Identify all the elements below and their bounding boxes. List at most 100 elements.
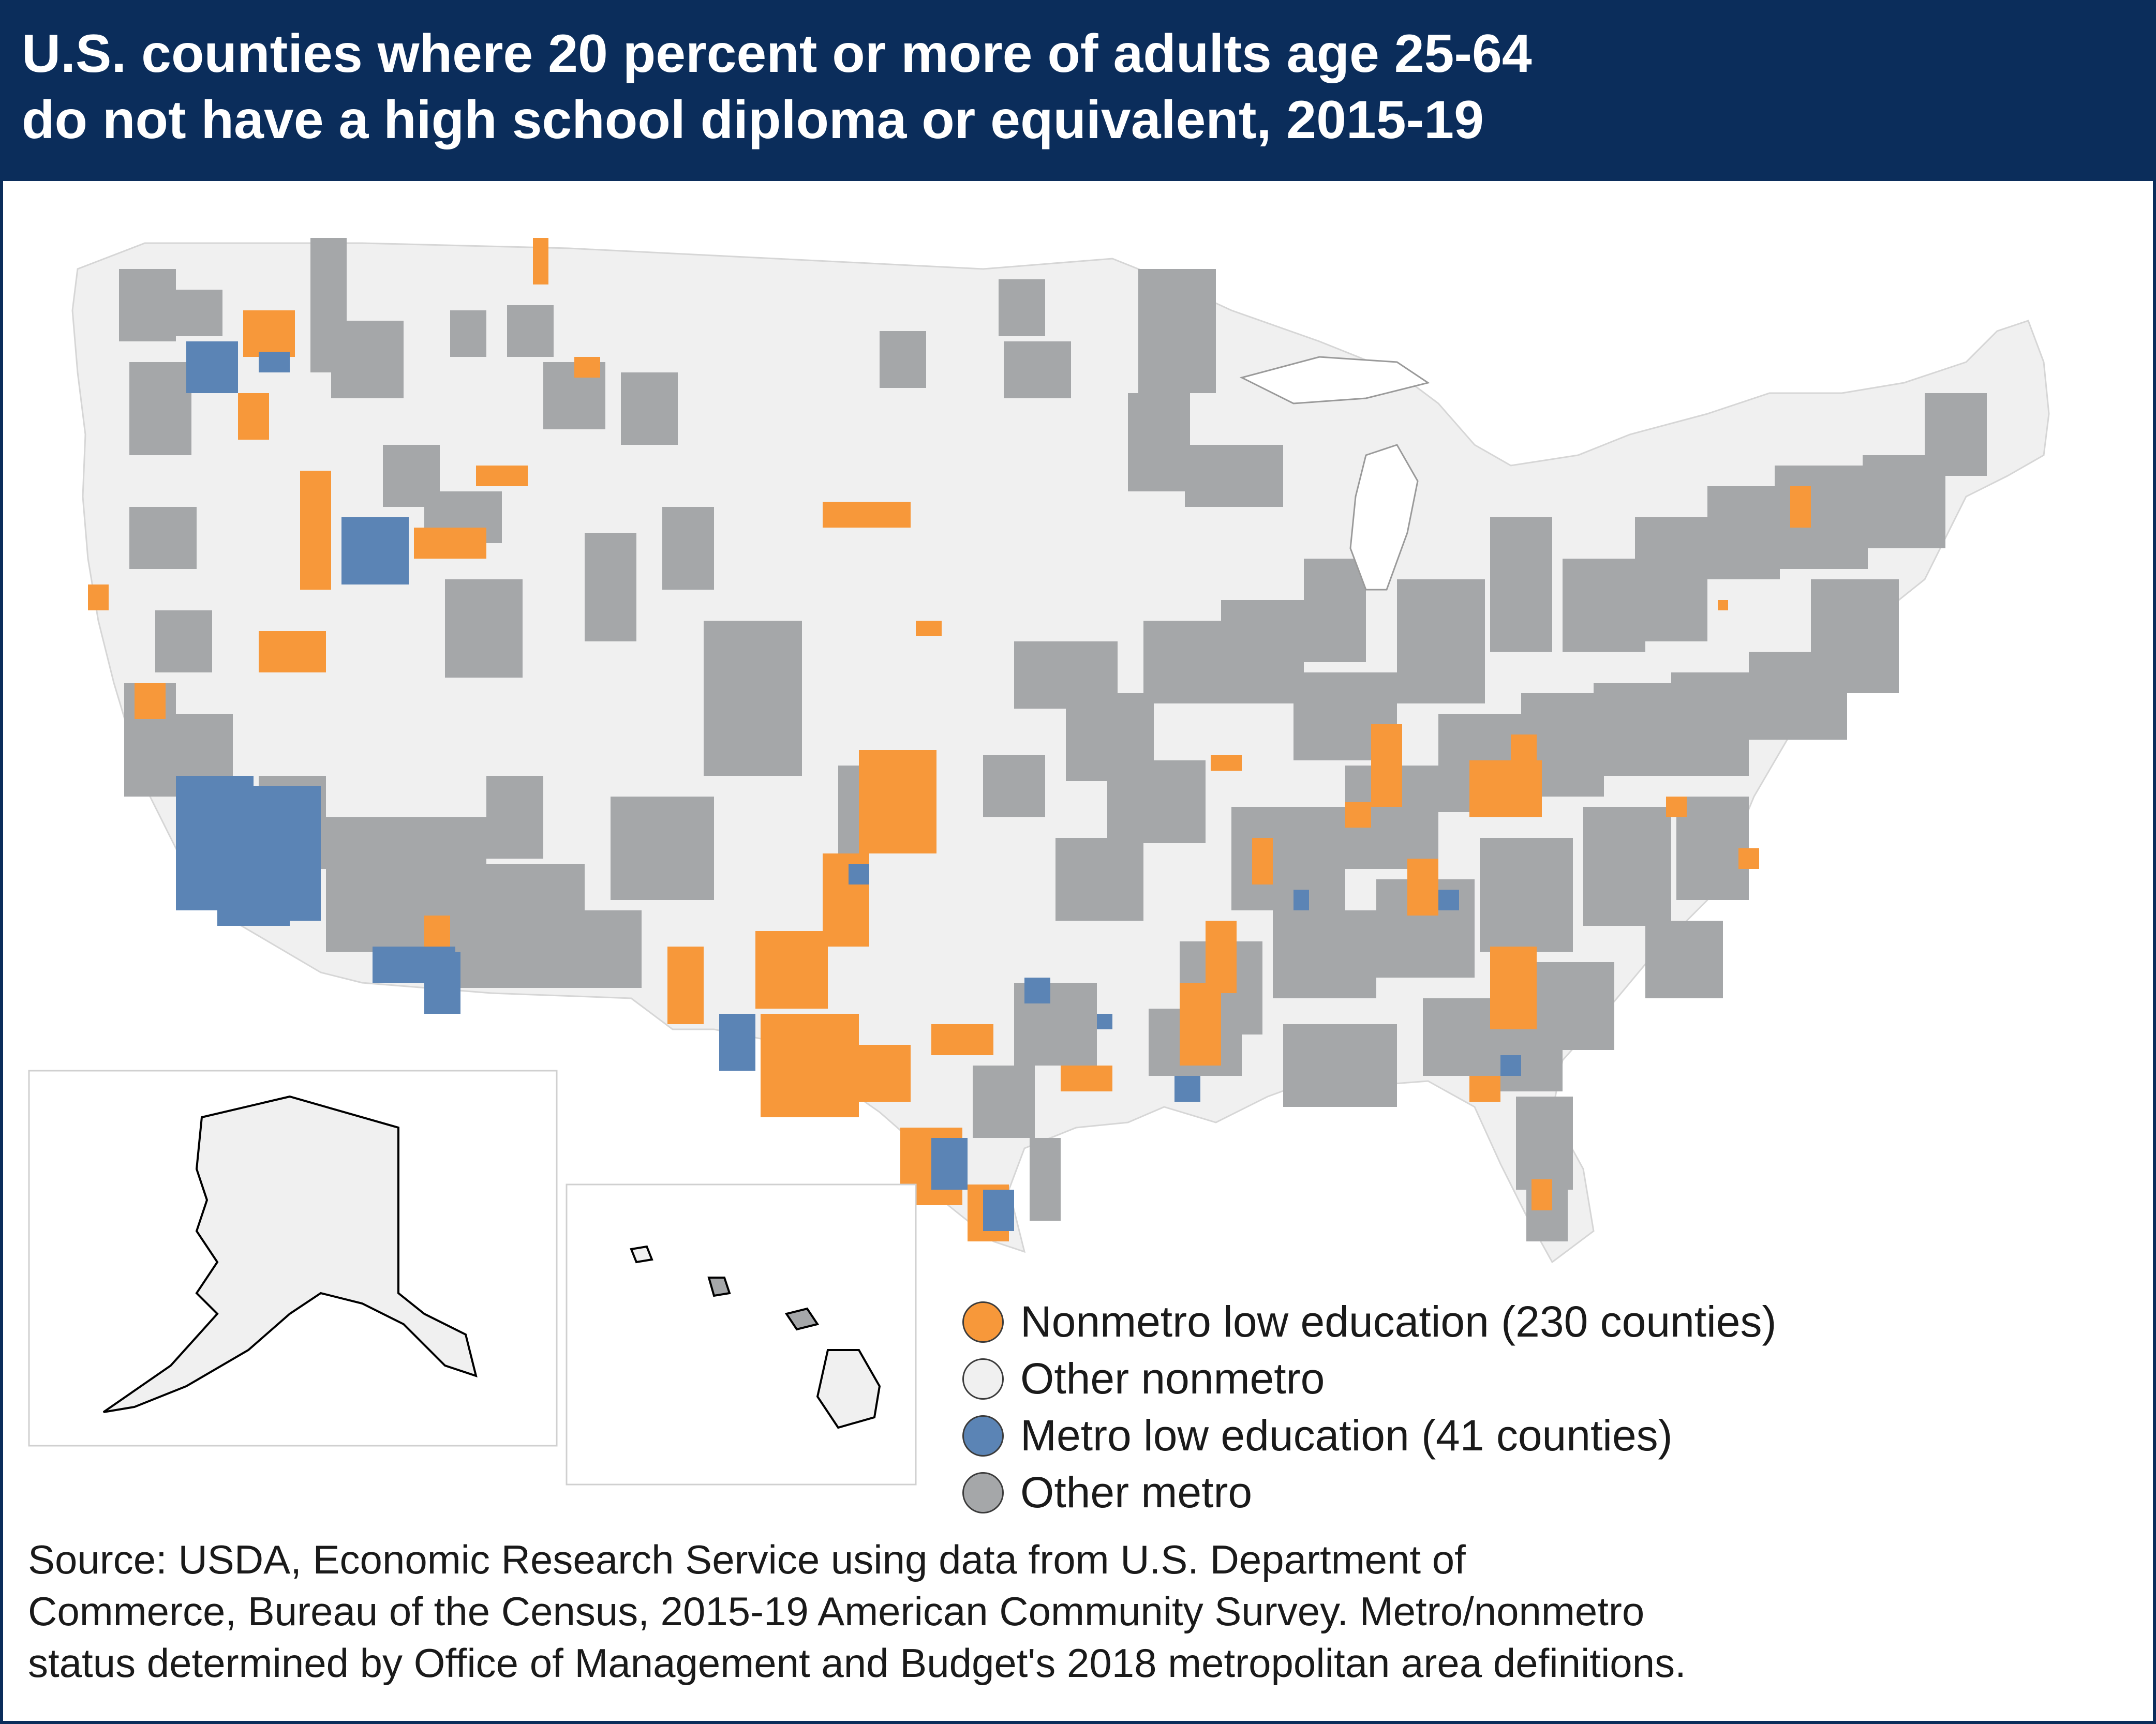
county-patch-other-metro <box>1749 652 1847 740</box>
county-patch-nonmetro-low <box>1469 1076 1500 1102</box>
county-patch-metro-low <box>1293 890 1309 910</box>
county-patch-other-metro <box>1231 807 1345 910</box>
county-patch-other-metro <box>1775 466 1868 569</box>
county-patch-other-metro <box>1221 600 1304 703</box>
lake-michigan-shape <box>1349 444 1419 591</box>
maui-shape <box>784 1307 820 1331</box>
county-patch-nonmetro-low <box>533 238 548 284</box>
legend-swatch-other-nonmetro <box>962 1358 1004 1400</box>
county-patch-nonmetro-low <box>1511 734 1537 766</box>
legend-label-nonmetro-low: Nonmetro low education (230 counties) <box>1020 1297 1777 1346</box>
county-patch-nonmetro-low <box>823 502 911 528</box>
county-patch-other-metro <box>585 533 636 641</box>
county-patch-other-metro <box>1583 807 1671 926</box>
county-patch-nonmetro-low <box>667 947 704 1024</box>
county-patch-other-metro <box>1107 760 1206 843</box>
county-patch-other-metro <box>973 1066 1035 1138</box>
county-patch-nonmetro-low <box>1718 600 1728 610</box>
county-patch-other-metro <box>1055 838 1143 921</box>
county-patch-other-metro <box>119 269 176 341</box>
county-patch-other-metro <box>507 305 554 357</box>
source-line-1: Source: USDA, Economic Research Service … <box>28 1537 1466 1582</box>
county-patch-nonmetro-low <box>1061 1066 1112 1091</box>
county-patch-other-metro <box>1676 797 1749 900</box>
county-patch-nonmetro-low <box>1180 983 1221 1066</box>
county-patch-metro-low <box>424 952 460 1014</box>
county-patch-other-metro <box>1707 486 1780 579</box>
county-patch-metro-low <box>931 1138 968 1190</box>
legend-item-metro-low: Metro low education (41 counties) <box>962 1407 1945 1460</box>
kauai-shape <box>630 1245 653 1264</box>
county-patch-metro-low <box>217 890 290 926</box>
county-patch-nonmetro-low <box>259 631 326 672</box>
county-patch-other-metro <box>1273 910 1376 998</box>
county-patch-nonmetro-low <box>1490 947 1537 1029</box>
legend-label-other-metro: Other metro <box>1020 1468 1253 1517</box>
legend-swatch-other-metro <box>962 1472 1004 1513</box>
county-patch-other-metro <box>611 797 714 900</box>
county-patch-nonmetro-low <box>1371 724 1402 807</box>
county-patch-nonmetro-low <box>476 466 528 486</box>
source-note: Source: USDA, Economic Research Service … <box>28 1534 2139 1689</box>
county-patch-other-metro <box>538 910 642 988</box>
county-patch-other-metro <box>1671 672 1749 776</box>
county-patch-nonmetro-low <box>574 357 600 378</box>
county-patch-nonmetro-low <box>88 584 109 610</box>
legend-swatch-metro-low <box>962 1415 1004 1457</box>
county-patch-other-metro <box>450 310 486 357</box>
alaska-inset <box>28 1070 558 1447</box>
county-patch-nonmetro-low <box>1206 921 1237 993</box>
county-patch-nonmetro-low <box>238 393 269 440</box>
county-patch-nonmetro-low <box>1531 1179 1552 1210</box>
legend: Nonmetro low education (230 counties) Ot… <box>962 1293 1945 1531</box>
county-patch-other-metro <box>171 714 233 781</box>
legend-item-other-nonmetro: Other nonmetro <box>962 1350 1945 1403</box>
source-line-2: Commerce, Bureau of the Census, 2015-19 … <box>28 1588 1645 1634</box>
county-patch-nonmetro-low <box>300 471 331 590</box>
county-patch-nonmetro-low <box>755 931 828 1009</box>
county-patch-other-metro <box>129 507 197 569</box>
county-patch-other-metro <box>486 776 543 859</box>
title-line-1: U.S. counties where 20 percent or more o… <box>22 24 1532 84</box>
county-patch-metro-low <box>1024 978 1050 1003</box>
county-patch-nonmetro-low <box>843 1045 911 1102</box>
county-patch-other-metro <box>1925 393 1987 476</box>
county-patch-other-metro <box>667 512 714 559</box>
legend-swatch-nonmetro-low <box>962 1301 1004 1343</box>
county-patch-metro-low <box>259 352 290 372</box>
county-patch-other-metro <box>1397 579 1485 703</box>
county-patch-other-metro <box>129 362 191 455</box>
county-patch-other-metro <box>983 755 1045 817</box>
county-patch-nonmetro-low <box>1252 838 1273 885</box>
county-patch-other-metro <box>445 579 523 678</box>
county-patch-nonmetro-low <box>1407 859 1438 916</box>
county-patch-other-metro <box>1138 269 1216 393</box>
county-patch-other-metro <box>999 279 1045 336</box>
county-patch-other-metro <box>1645 921 1723 998</box>
county-patch-metro-low <box>849 864 869 885</box>
county-patch-other-metro <box>1004 341 1071 398</box>
county-patch-nonmetro-low <box>1469 760 1542 817</box>
county-patch-metro-low <box>1174 1076 1200 1102</box>
county-patch-other-metro <box>880 331 926 388</box>
legend-item-nonmetro-low: Nonmetro low education (230 counties) <box>962 1293 1945 1346</box>
county-patch-other-metro <box>1516 1097 1573 1190</box>
hawaii-inset-frame <box>566 1183 917 1486</box>
county-patch-other-metro <box>1283 1024 1397 1107</box>
oahu-shape <box>707 1277 731 1297</box>
county-patch-nonmetro-low <box>243 310 295 357</box>
county-patch-nonmetro-low <box>761 1014 859 1117</box>
county-patch-other-metro <box>155 610 212 672</box>
county-patch-nonmetro-low <box>1666 797 1687 817</box>
county-patch-nonmetro-low <box>1790 486 1811 528</box>
county-patch-nonmetro-low <box>1345 802 1371 828</box>
alaska-shape <box>102 1095 478 1413</box>
county-patch-other-metro <box>740 662 792 724</box>
source-line-3: status determined by Office of Managemen… <box>28 1640 1686 1686</box>
county-patch-other-metro <box>1185 445 1283 507</box>
lake-superior-shape <box>1239 356 1430 404</box>
county-patch-other-metro <box>331 321 404 398</box>
county-patch-other-metro <box>1563 559 1645 652</box>
title-line-2: do not have a high school diploma or equ… <box>22 90 1484 150</box>
